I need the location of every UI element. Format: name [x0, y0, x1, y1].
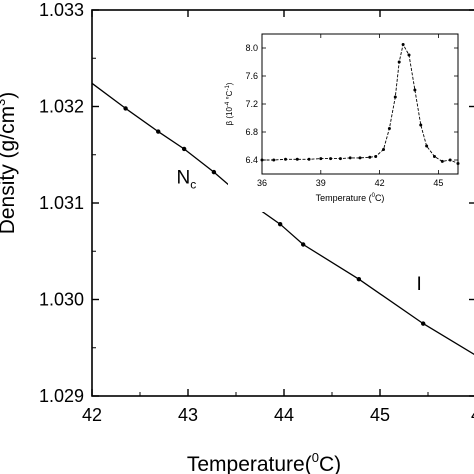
main-x-tick-label: 42: [82, 405, 102, 425]
inset-y-tick-label: 6.4: [245, 155, 258, 165]
inset-y-axis-label: β (10-4 °C-1): [225, 82, 234, 125]
inset-data-point: [407, 53, 411, 57]
main-x-tick-label: 43: [178, 405, 198, 425]
main-data-point: [356, 277, 362, 282]
inset-data-point: [456, 162, 460, 165]
main-tick-labels: 42 43 44 45 4 1.029 1.030 1.031 1.032 1.033: [39, 0, 474, 425]
inset-data-point: [295, 157, 299, 161]
inset-data-point: [432, 155, 436, 158]
inset-data-point: [419, 123, 423, 127]
inset-data-point: [448, 158, 452, 162]
main-data-point: [156, 129, 161, 134]
main-data-point: [421, 321, 426, 326]
inset-y-tick-label: 6.8: [245, 127, 258, 137]
inset-tick-labels: 36 39 42 45 6.4 6.8 7.2 7.6 8.0: [245, 43, 443, 188]
inset-data-point: [348, 156, 352, 160]
main-y-axis-label: Density (g/cm3): [0, 92, 19, 235]
main-data-point: [181, 146, 187, 152]
main-y-tick-label: 1.030: [39, 290, 84, 310]
inset-data-point: [272, 158, 276, 162]
main-data-point: [301, 242, 306, 247]
phase-label: I: [416, 274, 421, 295]
main-data-point: [123, 106, 128, 111]
inset-chart: 36 39 42 45 6.4 6.8 7.2 7.6 8.0 Temperature (0C)…: [225, 26, 466, 212]
inset-y-tick-label: 7.2: [245, 99, 258, 109]
main-y-tick-label: 1.032: [39, 97, 84, 117]
inset-data-point: [307, 157, 311, 161]
inset-y-tick-label: 8.0: [245, 43, 258, 53]
main-annotations: Nc I: [176, 168, 421, 295]
inset-data-point: [440, 159, 444, 163]
main-data-point: [277, 222, 283, 227]
inset-data-point: [284, 157, 288, 161]
main-ticks: [91, 9, 474, 397]
main-y-tick-label: 1.029: [39, 386, 84, 406]
inset-data-point: [397, 60, 401, 64]
main-y-tick-label: 1.033: [39, 0, 84, 20]
inset-y-tick-label: 7.6: [245, 71, 258, 81]
inset-data-point: [387, 127, 391, 130]
inset-data-point: [329, 157, 333, 161]
inset-x-tick-label: 36: [257, 178, 267, 188]
inset-data-point: [413, 88, 417, 92]
inset-ticks: [261, 34, 458, 174]
inset-data-point: [374, 155, 378, 158]
main-data-point: [211, 169, 217, 175]
inset-data-point: [358, 156, 362, 160]
inset-data-point: [382, 148, 386, 151]
inset-data-point: [401, 43, 405, 46]
inset-data-point: [319, 157, 323, 161]
inset-data-point: [368, 155, 372, 159]
main-x-tick-label: 4: [471, 405, 474, 425]
main-y-tick-label: 1.031: [39, 193, 84, 213]
main-x-tick-label: 45: [370, 405, 390, 425]
inset-x-tick-label: 45: [433, 178, 443, 188]
inset-series-points: [260, 43, 460, 165]
inset-background: [228, 26, 466, 212]
inset-data-point: [425, 144, 429, 148]
inset-data-point: [260, 158, 264, 162]
phase-label: Nc: [176, 168, 196, 192]
inset-x-tick-label: 39: [316, 178, 326, 188]
inset-data-point: [393, 95, 397, 99]
inset-x-axis-label: Temperature (0C): [316, 193, 385, 203]
inset-data-point: [338, 157, 342, 161]
main-x-axis-label: Temperature(0C): [187, 450, 341, 474]
main-x-tick-label: 44: [274, 405, 294, 425]
inset-x-tick-label: 42: [375, 178, 385, 188]
